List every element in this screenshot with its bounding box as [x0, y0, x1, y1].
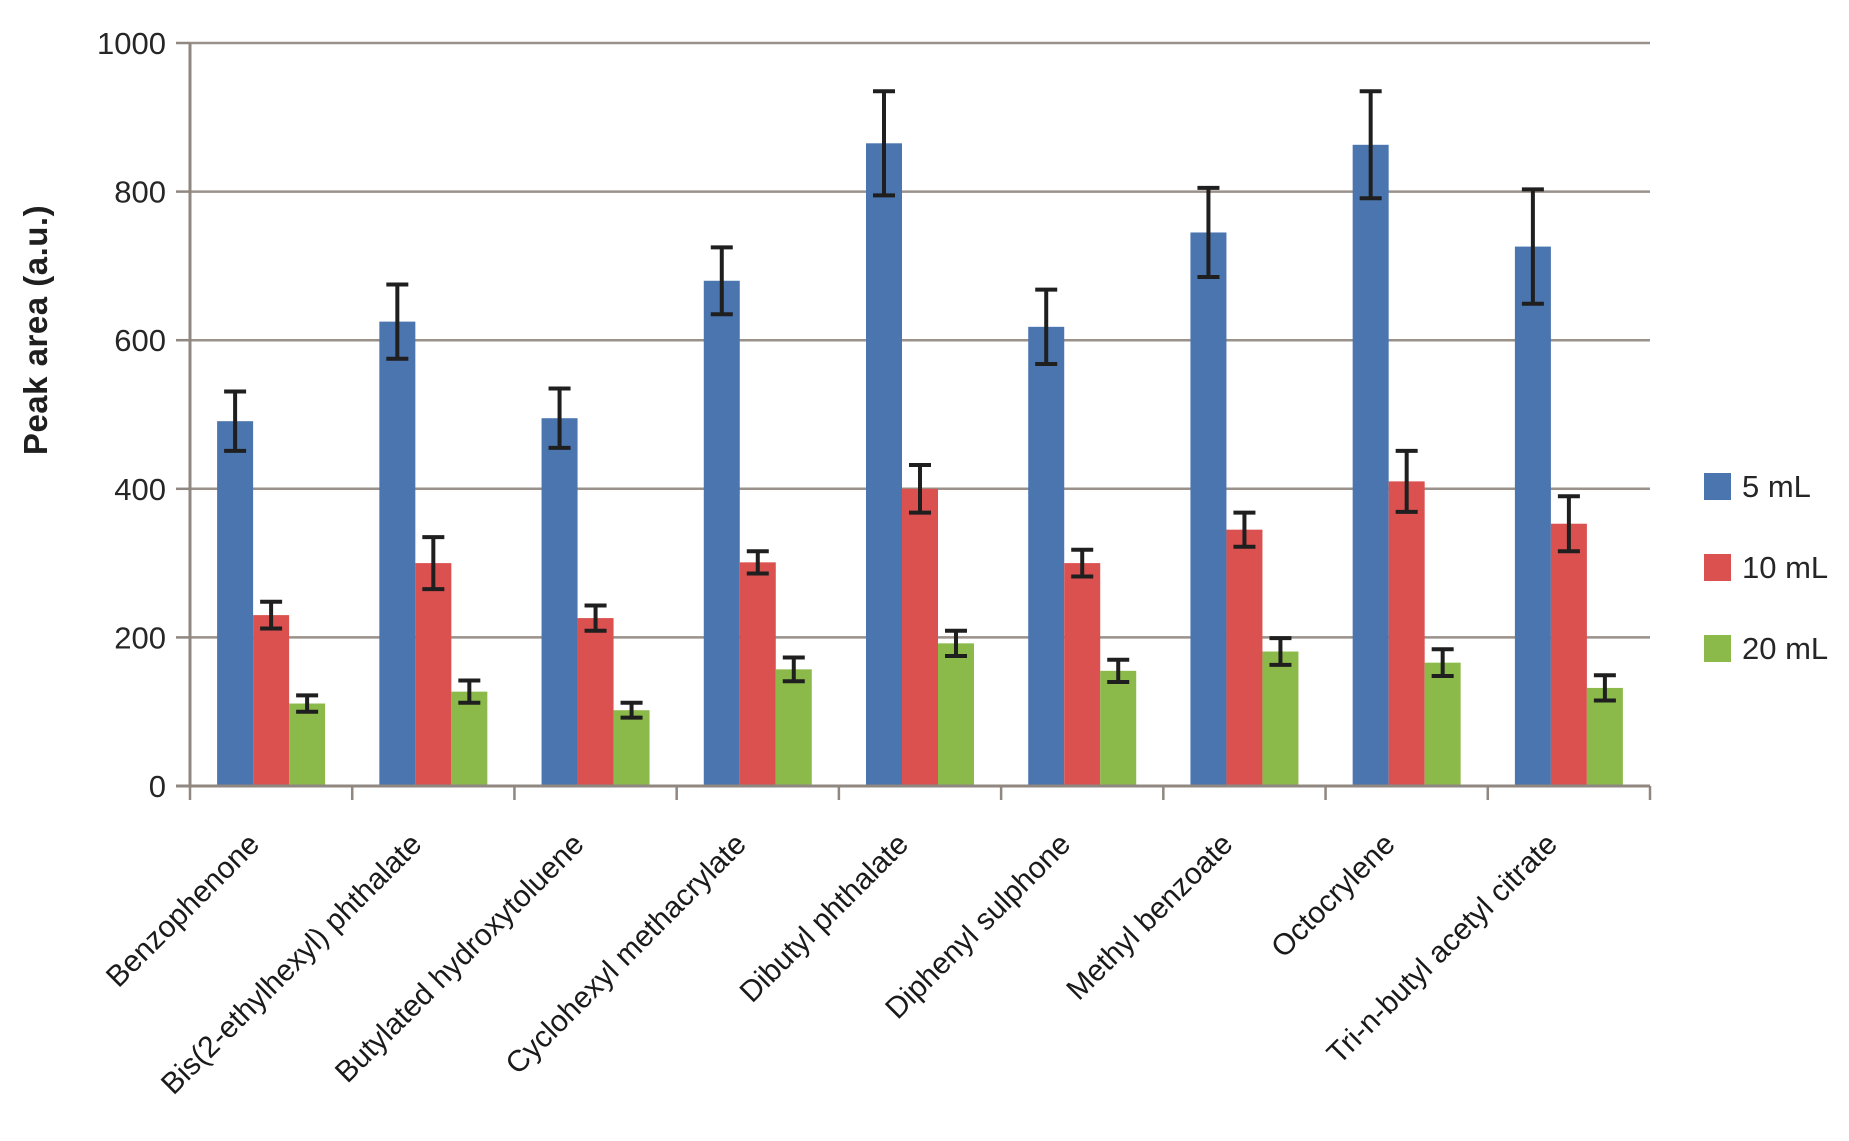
bar-20-ml: [1424, 662, 1461, 786]
bar-5-ml: [1352, 144, 1389, 786]
bar-5-ml: [1028, 326, 1065, 786]
bar-5-ml: [1190, 232, 1227, 787]
bar-10-ml: [577, 618, 614, 786]
y-tick-label: 800: [114, 175, 166, 210]
bar-5-ml: [379, 321, 416, 786]
bar-10-ml: [415, 563, 452, 786]
legend-swatch: [1704, 554, 1731, 581]
bar-20-ml: [1262, 651, 1299, 786]
legend-label: 10 mL: [1742, 549, 1829, 585]
bar-5-ml: [541, 418, 578, 786]
bar-20-ml: [451, 691, 488, 786]
legend-label: 20 mL: [1742, 630, 1829, 666]
chart-legend: 5 mL 10 mL 20 mL: [1704, 469, 1828, 666]
bar-10-ml: [253, 615, 290, 786]
y-tick-label: 200: [114, 620, 166, 655]
bar-10-ml: [1226, 529, 1263, 786]
bar-5-ml: [703, 280, 740, 786]
legend-label: 5 mL: [1742, 468, 1811, 504]
y-tick-label: 0: [149, 769, 166, 804]
y-tick-label: 600: [114, 323, 166, 358]
legend-item: 5 mL: [1704, 469, 1828, 504]
bar-20-ml: [613, 710, 650, 786]
legend-swatch: [1704, 635, 1731, 662]
bar-5-ml: [217, 421, 254, 786]
bar-20-ml: [775, 669, 812, 786]
legend-swatch: [1704, 473, 1731, 500]
bar-10-ml: [902, 488, 938, 786]
bar-20-ml: [289, 703, 326, 786]
x-axis-label: Octocrylene: [1265, 828, 1402, 965]
x-axis-label: Methyl benzoate: [1060, 828, 1239, 1007]
bar-5-ml: [866, 143, 902, 786]
bar-10-ml: [1550, 523, 1587, 786]
bar-10-ml: [739, 562, 776, 786]
bar-10-ml: [1064, 563, 1101, 786]
x-axis-label: Dibutyl phthalate: [734, 828, 915, 1009]
x-axis-label: Benzophenone: [100, 828, 266, 994]
bar-20-ml: [1586, 687, 1623, 786]
legend-item: 20 mL: [1704, 631, 1828, 666]
x-axis-label: Bis(2-ethylhexyl) phthalate: [155, 828, 428, 1101]
y-tick-label: 400: [114, 472, 166, 507]
legend-item: 10 mL: [1704, 550, 1828, 585]
y-axis-title: Peak area (a.u.): [17, 204, 54, 456]
x-axis-label: Diphenyl sulphone: [879, 828, 1077, 1026]
y-tick-label: 1000: [97, 26, 166, 61]
bar-20-ml: [938, 643, 974, 786]
bar-20-ml: [1100, 670, 1137, 786]
bar-5-ml: [1514, 246, 1551, 786]
bar-10-ml: [1388, 481, 1425, 786]
